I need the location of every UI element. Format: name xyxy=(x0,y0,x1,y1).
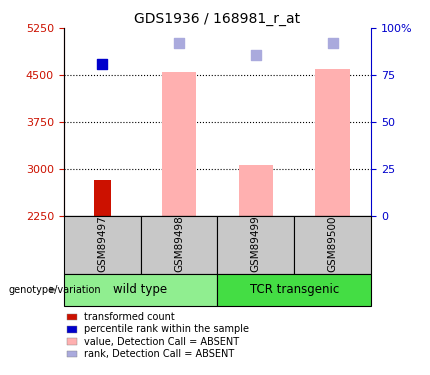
Bar xyxy=(294,216,371,274)
Text: rank, Detection Call = ABSENT: rank, Detection Call = ABSENT xyxy=(84,349,234,359)
Bar xyxy=(94,180,111,216)
Title: GDS1936 / 168981_r_at: GDS1936 / 168981_r_at xyxy=(134,12,301,26)
Bar xyxy=(64,216,141,274)
Text: value, Detection Call = ABSENT: value, Detection Call = ABSENT xyxy=(84,337,239,346)
Text: percentile rank within the sample: percentile rank within the sample xyxy=(84,324,249,334)
Text: wild type: wild type xyxy=(114,283,168,296)
Point xyxy=(329,39,336,45)
Bar xyxy=(218,216,294,274)
Bar xyxy=(141,216,218,274)
Text: GSM89500: GSM89500 xyxy=(328,215,338,272)
Text: TCR transgenic: TCR transgenic xyxy=(249,283,339,296)
Bar xyxy=(239,165,273,216)
Point xyxy=(98,62,105,68)
Text: genotype/variation: genotype/variation xyxy=(9,285,101,295)
Text: transformed count: transformed count xyxy=(84,312,175,322)
Point xyxy=(175,39,182,45)
Bar xyxy=(162,72,196,216)
Bar xyxy=(315,69,350,216)
Text: GSM89497: GSM89497 xyxy=(97,215,107,272)
Bar xyxy=(64,274,217,306)
Text: GSM89499: GSM89499 xyxy=(251,215,261,272)
Point xyxy=(252,52,259,58)
Bar xyxy=(218,274,371,306)
Text: GSM89498: GSM89498 xyxy=(174,215,184,272)
